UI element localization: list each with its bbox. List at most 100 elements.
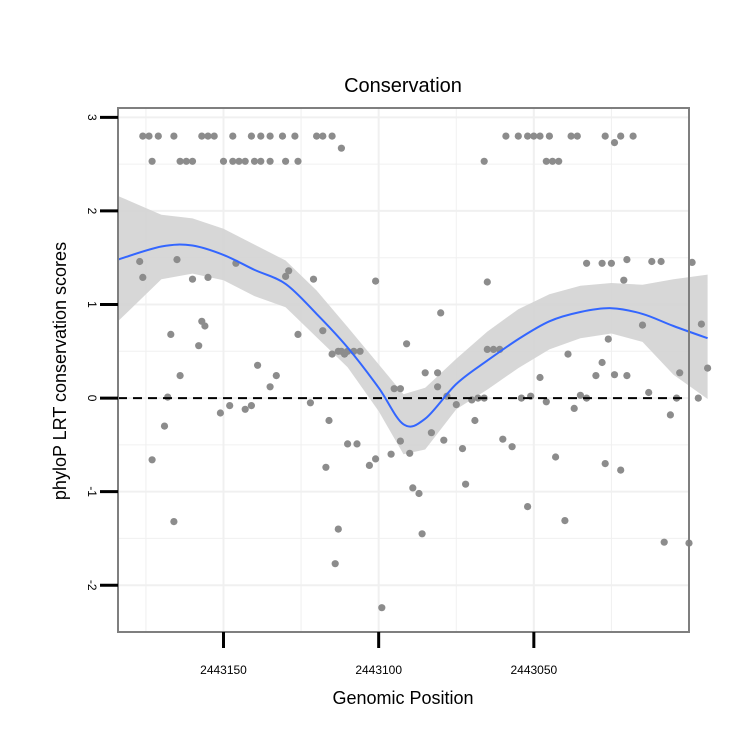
data-point [610, 371, 619, 379]
data-point [573, 132, 581, 140]
data-point [188, 157, 197, 165]
data-point [229, 157, 237, 165]
data-point [592, 372, 600, 380]
data-point [344, 440, 352, 448]
data-point [620, 276, 628, 284]
data-point [241, 157, 249, 165]
data-point [145, 132, 153, 140]
data-point [266, 383, 274, 391]
data-point [434, 369, 442, 377]
data-point [257, 157, 265, 165]
data-point [489, 345, 498, 353]
data-point [536, 132, 544, 140]
data-point [530, 132, 538, 140]
data-point [148, 456, 156, 464]
data-point [204, 132, 212, 140]
data-point [139, 132, 147, 140]
data-point [319, 132, 327, 140]
data-point [536, 373, 544, 382]
data-point [198, 132, 206, 140]
data-point [195, 342, 203, 350]
y-tick-label: -1 [85, 486, 99, 497]
data-point [396, 437, 404, 445]
chart-title: Conservation [344, 75, 462, 97]
y-axis-title: phyloP LRT conservation scores [50, 242, 70, 500]
data-point [415, 489, 423, 498]
data-point [458, 445, 467, 453]
data-point [660, 538, 668, 546]
data-point [471, 416, 479, 425]
data-point [325, 416, 333, 425]
data-point [617, 132, 625, 140]
y-tick-label: 0 [85, 395, 99, 402]
panel-border [117, 107, 690, 633]
data-point [617, 466, 625, 474]
data-point [154, 132, 162, 140]
data-point [545, 132, 554, 140]
data-point [697, 320, 706, 328]
data-point [638, 321, 647, 329]
data-point [704, 364, 712, 372]
data-point [623, 256, 631, 264]
data-point [285, 267, 293, 275]
data-point [598, 358, 606, 367]
data-point [561, 517, 569, 525]
data-point [418, 530, 426, 538]
data-point [182, 157, 190, 165]
data-point [291, 132, 299, 140]
data-point [204, 273, 212, 281]
data-point [173, 256, 181, 264]
data-point [499, 435, 507, 443]
data-point [334, 525, 342, 533]
data-point [502, 132, 510, 140]
data-point [623, 372, 631, 380]
data-point [648, 257, 656, 266]
data-point [254, 361, 262, 369]
data-point [247, 402, 255, 410]
y-axis: -2 -1 0 1 2 3 [85, 114, 118, 591]
x-axis: 2443150 2443100 2443050 [200, 632, 558, 677]
data-point [440, 436, 448, 444]
data-point [570, 404, 578, 412]
data-point [645, 388, 653, 397]
data-point [337, 144, 345, 152]
data-point [306, 399, 314, 407]
data-point [517, 394, 526, 402]
data-point [601, 132, 609, 140]
y-tick-label: 1 [85, 301, 99, 308]
data-point [328, 132, 336, 140]
data-point [462, 480, 470, 488]
data-point [282, 157, 290, 165]
confidence-ribbon [118, 196, 708, 455]
data-point [216, 409, 224, 417]
y-tick-label: 3 [85, 114, 99, 121]
data-point [403, 340, 411, 348]
data-point [167, 330, 175, 338]
data-point [372, 455, 380, 463]
data-point [250, 157, 259, 165]
data-point [548, 157, 557, 165]
data-point [139, 273, 147, 281]
x-tick-label: 2443100 [355, 663, 402, 677]
data-point [365, 461, 373, 469]
data-point [583, 259, 591, 267]
data-point [176, 372, 184, 380]
data-point [483, 278, 491, 286]
data-point [604, 335, 612, 343]
data-point [309, 275, 318, 283]
data-point [524, 132, 532, 140]
data-point [508, 443, 516, 451]
data-point [390, 385, 398, 393]
data-point [235, 157, 243, 165]
data-point [176, 157, 184, 165]
smooth-fit-line [117, 243, 708, 428]
data-point [607, 259, 616, 267]
data-point [601, 460, 609, 468]
data-point [452, 401, 460, 409]
data-point [229, 132, 237, 140]
data-point [356, 347, 364, 355]
data-point [219, 157, 228, 165]
data-point [542, 398, 550, 406]
data-point [226, 402, 234, 410]
data-point [629, 132, 637, 140]
